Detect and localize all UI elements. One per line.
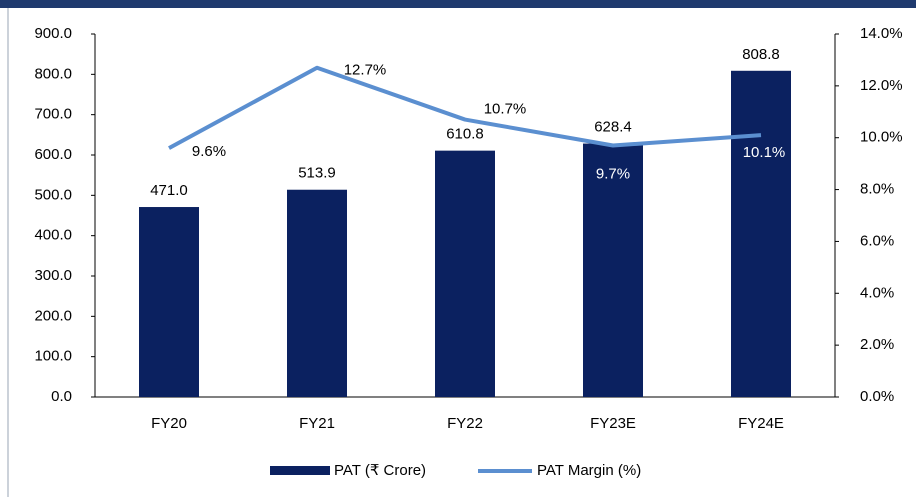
y-tick-label: 500.0 bbox=[34, 186, 72, 203]
bar bbox=[287, 189, 347, 397]
y-tick-label: 100.0 bbox=[34, 348, 72, 365]
x-tick-label: FY22 bbox=[447, 415, 483, 432]
x-tick-label: FY20 bbox=[151, 415, 187, 432]
legend-label: PAT Margin (%) bbox=[537, 462, 641, 479]
bar-value-label: 808.8 bbox=[742, 46, 780, 63]
y2-tick-label: 8.0% bbox=[860, 181, 894, 198]
y2-tick-label: 4.0% bbox=[860, 284, 894, 301]
bar-value-label: 471.0 bbox=[150, 182, 188, 199]
y2-tick-label: 12.0% bbox=[860, 77, 903, 94]
y-tick-label: 800.0 bbox=[34, 65, 72, 82]
bar bbox=[435, 150, 495, 397]
y2-tick-label: 6.0% bbox=[860, 232, 894, 249]
bar bbox=[583, 143, 643, 397]
line-value-label: 12.7% bbox=[344, 62, 387, 79]
header-band bbox=[0, 0, 916, 8]
bar bbox=[139, 207, 199, 397]
line-value-label: 9.6% bbox=[192, 143, 226, 160]
y2-tick-label: 14.0% bbox=[860, 25, 903, 42]
bar-value-label: 513.9 bbox=[298, 165, 336, 182]
line-value-label: 9.7% bbox=[596, 165, 630, 182]
x-tick-label: FY23E bbox=[590, 415, 636, 432]
y2-tick-label: 2.0% bbox=[860, 336, 894, 353]
x-tick-label: FY24E bbox=[738, 415, 784, 432]
margin-line bbox=[168, 65, 762, 150]
y-tick-label: 200.0 bbox=[34, 307, 72, 324]
bar-value-label: 628.4 bbox=[594, 119, 632, 136]
y-tick-label: 700.0 bbox=[34, 106, 72, 123]
x-tick-label: FY21 bbox=[299, 415, 335, 432]
legend-label: PAT (₹ Crore) bbox=[334, 462, 426, 479]
y2-tick-label: 10.0% bbox=[860, 129, 903, 146]
y-tick-label: 400.0 bbox=[34, 227, 72, 244]
line-value-label: 10.7% bbox=[484, 101, 527, 118]
line-value-label: 10.1% bbox=[743, 144, 786, 161]
y-tick-label: 600.0 bbox=[34, 146, 72, 163]
y-tick-label: 300.0 bbox=[34, 267, 72, 284]
y-tick-label: 900.0 bbox=[34, 25, 72, 42]
bar bbox=[731, 70, 791, 397]
legend-swatch bbox=[270, 466, 330, 475]
y2-tick-label: 0.0% bbox=[860, 388, 894, 405]
bar-value-label: 610.8 bbox=[446, 126, 484, 143]
y-tick-label: 0.0 bbox=[51, 388, 72, 405]
